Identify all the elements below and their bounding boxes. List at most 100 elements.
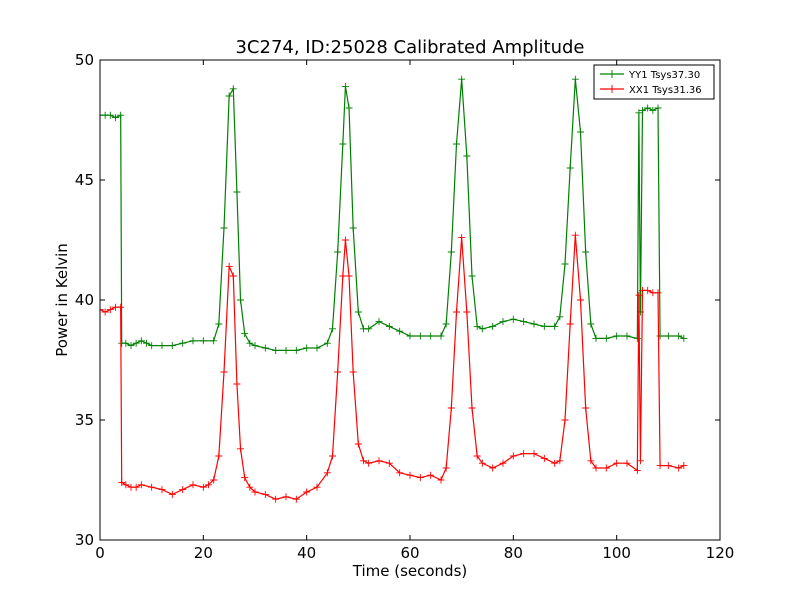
data-point <box>396 327 404 335</box>
data-point <box>489 322 497 330</box>
x-tick-label: 120 <box>706 544 735 562</box>
data-point <box>385 322 393 330</box>
data-point <box>416 332 424 340</box>
data-point <box>272 495 280 503</box>
data-point <box>468 404 476 412</box>
x-tick-label: 100 <box>602 544 631 562</box>
data-point <box>463 152 471 160</box>
data-point <box>680 462 688 470</box>
data-point <box>137 337 145 345</box>
data-point <box>656 332 664 340</box>
legend-box <box>593 64 715 100</box>
data-point <box>205 481 212 489</box>
data-point <box>334 248 342 256</box>
data-point <box>365 459 373 467</box>
data-point <box>127 342 135 350</box>
data-point <box>613 332 621 340</box>
data-point <box>282 346 290 354</box>
data-point <box>416 474 424 482</box>
data-point <box>530 320 538 328</box>
data-point <box>453 140 460 148</box>
data-point <box>639 106 646 114</box>
data-point <box>530 450 538 458</box>
data-point <box>132 483 140 491</box>
data-point <box>509 452 517 460</box>
y-axis-label: Power in Kelvin <box>53 243 71 357</box>
x-tick-label: 20 <box>194 544 213 562</box>
data-point <box>602 464 610 472</box>
data-point <box>106 306 114 314</box>
data-point <box>636 457 644 465</box>
data-point <box>664 332 672 340</box>
data-point <box>233 188 241 196</box>
data-point <box>654 289 662 297</box>
data-point <box>680 334 688 342</box>
x-tick-label: 60 <box>400 544 419 562</box>
data-point <box>199 483 207 491</box>
data-point <box>210 476 218 484</box>
y-tick-label: 40 <box>75 291 94 309</box>
data-point <box>623 332 631 340</box>
data-point <box>237 296 245 304</box>
data-point <box>577 296 584 304</box>
data-point <box>437 476 445 484</box>
series-group <box>100 75 688 503</box>
data-point <box>282 493 290 501</box>
data-point <box>365 325 373 333</box>
data-point <box>556 313 564 321</box>
data-point <box>189 481 197 489</box>
data-point <box>463 308 471 316</box>
data-point <box>675 332 683 340</box>
legend: YY1 Tsys37.30 XX1 Tsys31.36 <box>593 64 715 100</box>
data-point <box>571 231 579 239</box>
data-point <box>100 306 104 314</box>
y-tick-label: 50 <box>75 51 94 69</box>
y-tick-label: 45 <box>75 171 94 189</box>
data-point <box>251 488 259 496</box>
data-point <box>158 342 166 350</box>
data-point <box>112 114 119 122</box>
data-point <box>292 495 300 503</box>
data-point <box>561 260 569 268</box>
data-point <box>540 454 548 462</box>
data-point <box>339 272 347 280</box>
data-point <box>251 342 259 350</box>
data-point <box>225 92 233 100</box>
data-point <box>556 457 564 465</box>
data-point <box>313 483 321 491</box>
data-point <box>303 344 311 352</box>
data-point <box>303 488 311 496</box>
data-point <box>215 452 223 460</box>
data-point <box>354 440 362 448</box>
data-point <box>101 308 109 316</box>
data-point <box>649 106 657 114</box>
data-point <box>229 85 237 93</box>
data-point <box>137 481 145 489</box>
data-point <box>189 337 197 345</box>
data-point <box>566 164 574 172</box>
data-point <box>675 464 683 472</box>
data-point <box>577 128 584 136</box>
data-point <box>168 490 176 498</box>
data-point <box>509 315 517 323</box>
data-point <box>427 332 435 340</box>
data-point <box>246 339 254 347</box>
legend-label: XX1 Tsys31.36 <box>629 85 702 96</box>
data-point <box>587 457 595 465</box>
data-point <box>468 272 476 280</box>
data-point <box>339 140 347 148</box>
data-point <box>220 224 228 232</box>
data-point <box>582 248 590 256</box>
data-point <box>179 339 187 347</box>
data-point <box>644 104 652 112</box>
data-point <box>623 459 631 467</box>
data-point <box>345 272 353 280</box>
data-point <box>261 344 269 352</box>
data-point <box>520 450 528 458</box>
legend-marker <box>608 85 616 93</box>
data-point <box>118 478 126 486</box>
x-axis-label: Time (seconds) <box>352 562 468 580</box>
data-point <box>117 303 125 311</box>
data-point <box>571 75 579 83</box>
